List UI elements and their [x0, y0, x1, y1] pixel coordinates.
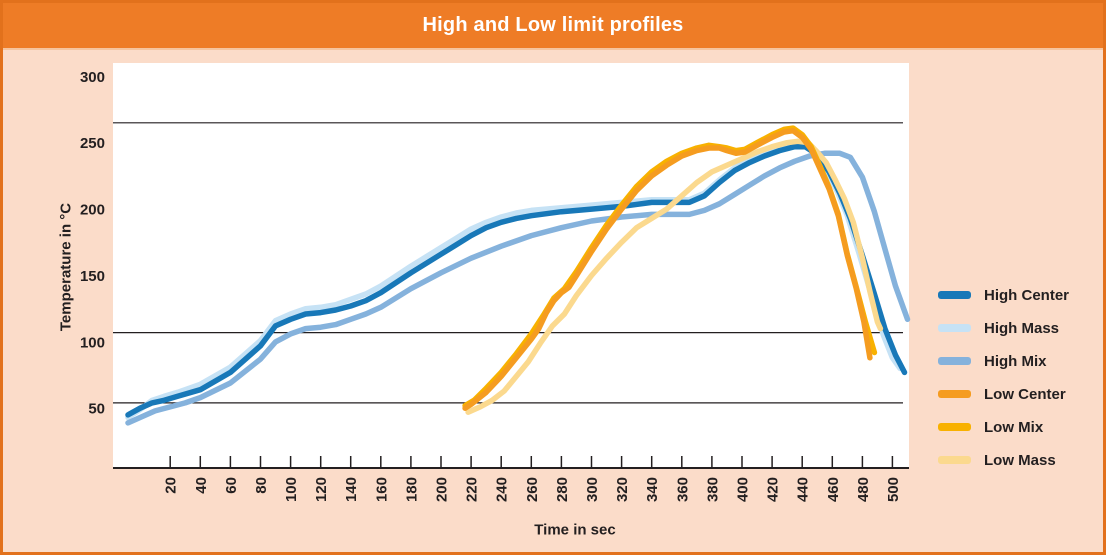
x-tick-label-340: 340 [644, 477, 661, 502]
chart-area: 20 40 60 80 100 120 140 160 180 200 220 240 260 280 30… [3, 3, 1103, 552]
legend: High Center High Mass High Mix Low Center Lo… [938, 285, 1069, 470]
x-tick-label-380: 380 [704, 477, 721, 502]
x-tick-label-500: 500 [885, 477, 902, 502]
y-tick-label-150: 150 [80, 268, 105, 285]
legend-label-low-center: Low Center [984, 385, 1066, 403]
x-tick-label-400: 400 [735, 477, 752, 502]
legend-swatch-low-mix [938, 423, 971, 431]
x-tick-label-280: 280 [554, 477, 571, 502]
legend-label-low-mass: Low Mass [984, 451, 1056, 469]
legend-label-low-mix: Low Mix [984, 418, 1044, 436]
x-tick-label-220: 220 [464, 477, 481, 502]
y-tick-label-200: 200 [80, 202, 105, 219]
x-tick-label-20: 20 [163, 477, 180, 494]
legend-item-high-mass: High Mass [938, 318, 1069, 338]
x-tick-label-300: 300 [584, 477, 601, 502]
legend-item-low-center: Low Center [938, 384, 1069, 404]
y-tick-label-50: 50 [88, 401, 105, 418]
legend-swatch-low-center [938, 390, 971, 398]
x-tick-label-440: 440 [795, 477, 812, 502]
legend-swatch-low-mass [938, 456, 971, 464]
x-tick-label-420: 420 [765, 477, 782, 502]
y-tick-label-250: 250 [80, 135, 105, 152]
legend-label-high-mix: High Mix [984, 352, 1047, 370]
chart-svg: 20 40 60 80 100 120 140 160 180 200 220 240 260 280 30… [80, 63, 911, 502]
series-line-low-mass [465, 138, 884, 415]
x-tick-label-40: 40 [193, 477, 210, 494]
x-tick-label-460: 460 [825, 477, 842, 502]
legend-item-high-mix: High Mix [938, 351, 1069, 371]
y-tick-label-100: 100 [80, 334, 105, 351]
legend-label-high-center: High Center [984, 286, 1070, 304]
plot-area [113, 63, 909, 468]
x-tick-label-320: 320 [614, 477, 631, 502]
x-tick-label-100: 100 [283, 477, 300, 502]
y-tick-label-300: 300 [80, 69, 105, 86]
x-tick-label-80: 80 [253, 477, 270, 494]
y-axis-title: Temperature in °C [57, 202, 75, 332]
x-tick-label-180: 180 [403, 477, 420, 502]
legend-swatch-high-mix [938, 357, 971, 365]
legend-label-high-mass: High Mass [984, 319, 1060, 337]
legend-item-low-mass: Low Mass [938, 450, 1069, 470]
x-tick-label-480: 480 [855, 477, 872, 502]
series-line-high-mix [125, 150, 911, 426]
series-line-low-center [462, 127, 873, 411]
chart-title: High and Low limit profiles [422, 14, 684, 36]
x-tick-label-200: 200 [434, 477, 451, 502]
x-tick-label-140: 140 [343, 477, 360, 502]
chart-header: High and Low limit profiles [3, 3, 1103, 50]
legend-item-low-mix: Low Mix [938, 417, 1069, 437]
x-tick-label-360: 360 [674, 477, 691, 502]
x-tick-label-240: 240 [494, 477, 511, 502]
legend-swatch-high-mass [938, 324, 971, 332]
legend-swatch-high-center [938, 291, 971, 299]
x-tick-label-120: 120 [313, 477, 330, 502]
x-tick-label-260: 260 [524, 477, 541, 502]
x-tick-label-160: 160 [373, 477, 390, 502]
legend-item-high-center: High Center [938, 285, 1069, 305]
x-tick-label-60: 60 [223, 477, 240, 494]
x-axis-title: Time in sec [534, 521, 616, 539]
